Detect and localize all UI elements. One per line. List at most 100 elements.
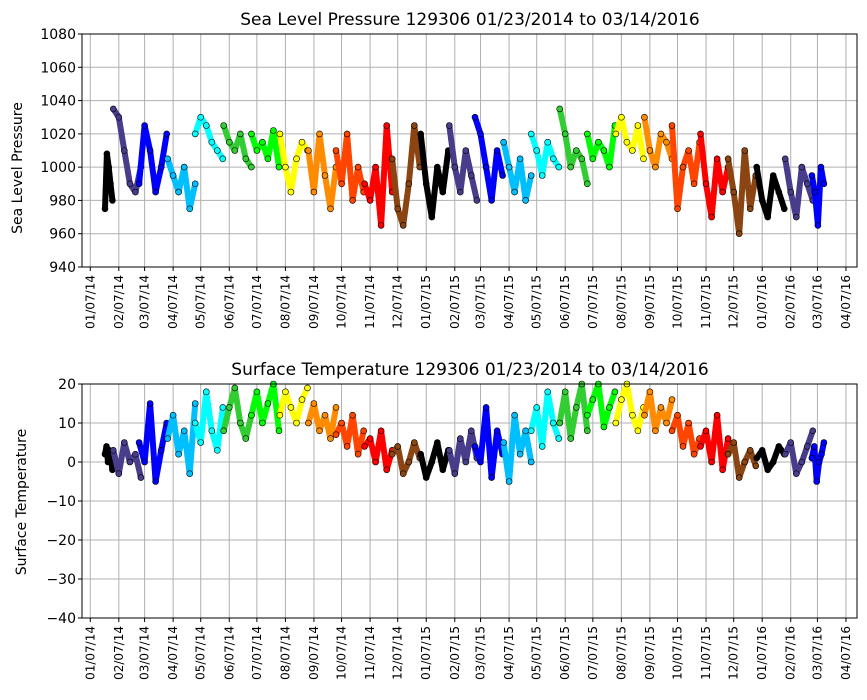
data-point <box>310 188 318 196</box>
data-point <box>305 147 312 154</box>
data-point <box>366 435 374 442</box>
data-point <box>332 147 340 154</box>
data-point <box>219 155 227 163</box>
data-point <box>152 478 159 485</box>
data-point <box>259 138 266 146</box>
data-point <box>103 150 111 158</box>
data-point <box>115 113 123 121</box>
data-point <box>708 213 715 221</box>
y-tick-label: 1080 <box>40 27 76 43</box>
data-point <box>820 439 828 446</box>
data-point <box>445 446 453 454</box>
data-point <box>611 388 619 396</box>
data-point <box>685 419 692 427</box>
x-ticks: 01/07/14 02/07/14 03/07/14 04/07/14 05/07/14… <box>83 618 853 680</box>
data-point <box>527 458 535 466</box>
data-point <box>583 130 591 138</box>
data-point <box>231 147 239 154</box>
data-point <box>208 138 216 146</box>
data-point <box>338 419 345 427</box>
data-point <box>298 396 306 403</box>
data-point <box>445 122 453 129</box>
data-point <box>544 138 552 146</box>
data-point <box>527 172 535 179</box>
data-point <box>305 419 312 427</box>
data-point <box>264 155 272 163</box>
data-point <box>275 163 283 171</box>
data-point <box>349 411 356 419</box>
data-point <box>157 163 165 171</box>
data-point <box>808 172 816 179</box>
x-tick-label: 07/07/14 <box>250 626 264 680</box>
y-tick-label: 1060 <box>40 60 76 76</box>
x-tick-label: 04/07/14 <box>166 626 180 680</box>
x-tick-label: 04/07/15 <box>502 275 516 329</box>
data-point <box>439 188 447 196</box>
data-point <box>237 130 244 138</box>
x-tick-label: 03/07/15 <box>474 275 488 329</box>
series-trace-2015-03 <box>472 404 506 481</box>
x-tick-label: 03/07/14 <box>138 626 152 680</box>
x-tick-label: 06/07/14 <box>222 275 236 329</box>
data-point <box>538 443 546 450</box>
data-point <box>163 130 170 138</box>
x-tick-label: 08/07/15 <box>614 275 628 329</box>
data-point <box>753 163 761 171</box>
data-point <box>538 172 546 179</box>
y-ticks: 940 960 980 1000 1020 1040 1060 1080 <box>40 27 82 276</box>
y-tick-label: 980 <box>49 193 76 209</box>
series-trace-2015-02 <box>446 122 480 204</box>
x-tick-label: 06/07/15 <box>558 626 572 680</box>
data-point <box>668 122 676 129</box>
data-point <box>556 419 564 427</box>
data-point <box>730 188 738 196</box>
series-trace-2015-12 <box>725 147 759 237</box>
x-tick-label: 02/07/15 <box>448 626 462 680</box>
data-point <box>629 147 636 154</box>
x-tick-label: 04/07/15 <box>502 626 516 680</box>
data-point <box>567 163 575 171</box>
data-point <box>321 172 329 179</box>
data-point <box>549 155 557 163</box>
data-point <box>361 180 368 188</box>
y-axis-label: Sea Level Pressure <box>10 102 26 234</box>
y-tick-label: 10 <box>58 416 76 432</box>
series-trace-2015-06 <box>556 105 591 187</box>
series-trace-2014-10 <box>333 130 367 204</box>
x-tick-label: 07/07/14 <box>250 275 264 329</box>
data-point <box>109 197 116 204</box>
data-point <box>781 155 789 163</box>
x-tick-label: 01/07/14 <box>83 275 97 329</box>
data-point <box>473 197 481 204</box>
data-point <box>606 404 613 411</box>
data-point <box>657 404 665 411</box>
data-point <box>813 478 821 485</box>
data-point <box>405 458 413 466</box>
data-point <box>657 130 665 138</box>
data-point <box>505 163 513 171</box>
x-tick-label: 03/07/16 <box>810 275 824 329</box>
x-tick-label: 10/07/14 <box>335 626 349 680</box>
data-point <box>471 113 479 121</box>
data-point <box>663 419 670 427</box>
data-point <box>417 130 425 138</box>
data-point <box>101 205 109 213</box>
data-point <box>157 446 165 454</box>
data-point <box>623 138 631 146</box>
series-trace-2015-01 <box>417 439 452 481</box>
y-ticks: −40 −30 −20 −10 0 10 20 <box>46 377 82 627</box>
data-point <box>264 400 272 407</box>
data-point <box>493 427 501 435</box>
data-point <box>383 466 391 474</box>
data-point <box>220 122 227 129</box>
y-tick-label: 0 <box>67 455 76 471</box>
data-point <box>226 138 233 146</box>
data-point <box>595 138 602 146</box>
data-point <box>152 188 159 196</box>
data-point <box>730 439 738 446</box>
data-point <box>135 180 143 188</box>
y-tick-label: 1020 <box>40 127 76 143</box>
data-point <box>787 188 795 196</box>
data-point <box>679 163 687 171</box>
x-tick-label: 03/07/15 <box>474 626 488 680</box>
